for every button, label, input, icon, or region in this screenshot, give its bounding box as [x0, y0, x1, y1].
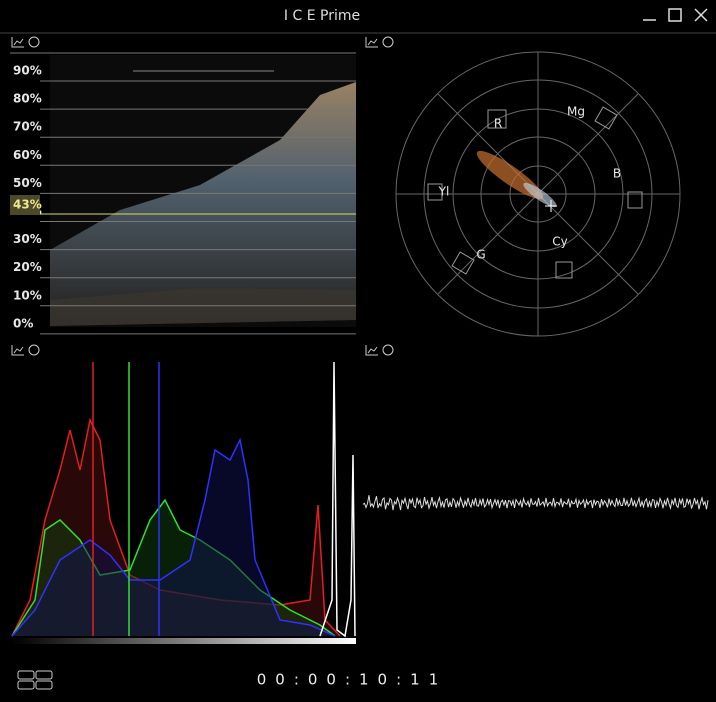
vector-label: Mg: [567, 105, 585, 119]
vectorscope-targets: [427, 106, 643, 279]
marker-label: 43%: [13, 198, 42, 212]
level-label: 10%: [13, 288, 42, 302]
level-label: 90%: [13, 64, 42, 78]
level-label: 0%: [13, 316, 33, 330]
layout-button[interactable]: [17, 670, 53, 690]
level-label: 50%: [13, 176, 42, 190]
waveform-panel: [50, 55, 356, 327]
vector-label: Yl: [438, 185, 450, 199]
histogram-gradient: [12, 638, 356, 644]
window-title: I C E Prime: [284, 8, 360, 24]
vectorscope-trace: [523, 182, 557, 208]
window-controls[interactable]: [643, 8, 708, 22]
signal-trace: [362, 495, 709, 511]
vectorscope-center: [545, 200, 557, 212]
level-label: 30%: [13, 232, 42, 246]
level-label: 70%: [13, 120, 42, 134]
level-label: 60%: [13, 148, 42, 162]
title-divider: [0, 32, 716, 34]
level-label: 20%: [13, 260, 42, 274]
level-label: 80%: [13, 92, 42, 106]
marker-badge: [10, 195, 40, 215]
panel-icons[interactable]: [11, 36, 394, 356]
vector-label: B: [613, 167, 621, 181]
vector-label: Cy: [552, 235, 567, 249]
vector-label: G: [476, 248, 485, 262]
timecode: 00:00:10:11: [257, 671, 448, 689]
vectorscope-labels: R Mg B Yl G Cy: [438, 105, 621, 262]
histogram: [11, 361, 356, 638]
vector-label: R: [494, 117, 502, 131]
